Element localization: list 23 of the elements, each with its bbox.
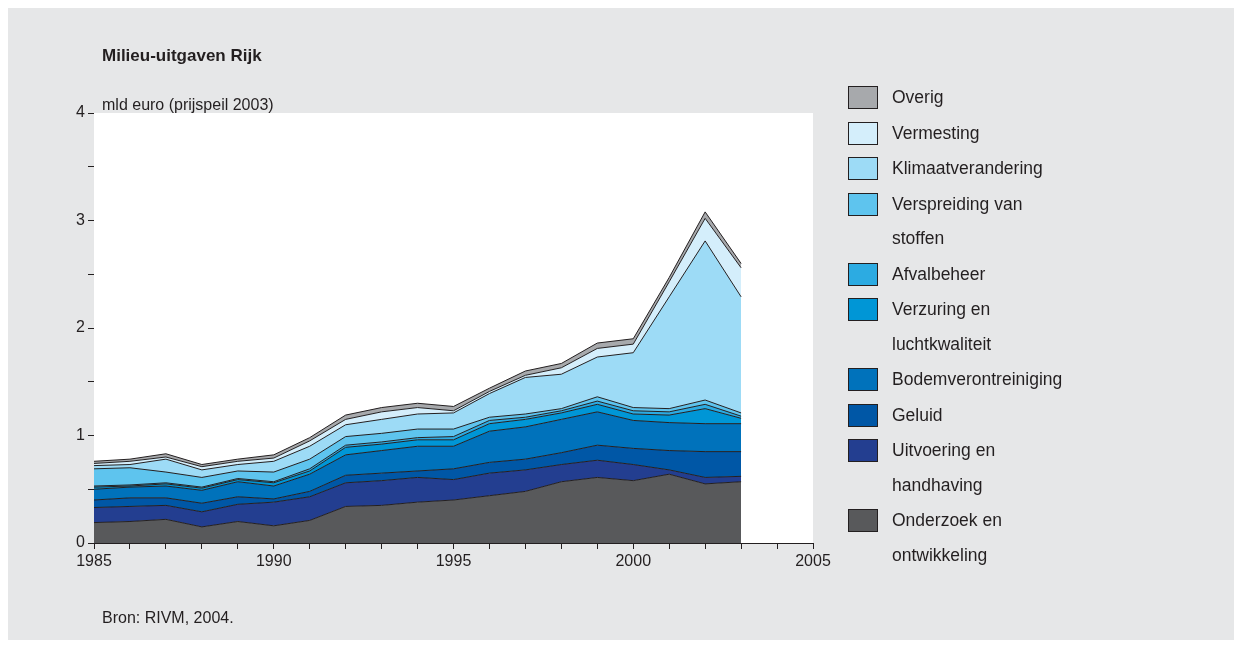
- y-tick-label: 3: [76, 210, 86, 228]
- y-tick-label: 4: [76, 103, 86, 121]
- legend-label: Uitvoering en handhaving: [892, 439, 997, 497]
- y-tick-label: 1: [76, 425, 86, 443]
- legend-label: Klimaatverandering: [892, 157, 1044, 180]
- legend-label: Bodemverontreiniging: [892, 368, 1063, 391]
- y-tick-label: 2: [76, 318, 86, 336]
- legend-label: Vermesting: [892, 121, 981, 145]
- legend-label: Overig: [892, 86, 945, 109]
- y-tick-label: 0: [76, 533, 86, 551]
- x-tick-label: 2000: [615, 552, 652, 570]
- legend-label: Afvalbeheer: [892, 262, 987, 286]
- legend-label: Onderzoek en ontwikkeling: [892, 509, 1003, 567]
- chart-title: Milieu-uitgaven Rijk: [102, 46, 262, 66]
- x-tick-label: 1995: [435, 552, 472, 570]
- text: Bron: RIVM, 2004.: [102, 609, 234, 627]
- y-axis-title: mld euro (prijspeil 2003): [102, 96, 274, 114]
- x-tick-label: 1985: [76, 552, 112, 570]
- legend-label: Verzuring en luchtkwaliteit: [892, 298, 993, 356]
- x-tick-label: 2005: [795, 552, 831, 570]
- legend-label: Verspreiding van stoffen: [892, 192, 1024, 250]
- legend-label: Geluid: [892, 403, 944, 427]
- x-tick-label: 1990: [255, 552, 292, 570]
